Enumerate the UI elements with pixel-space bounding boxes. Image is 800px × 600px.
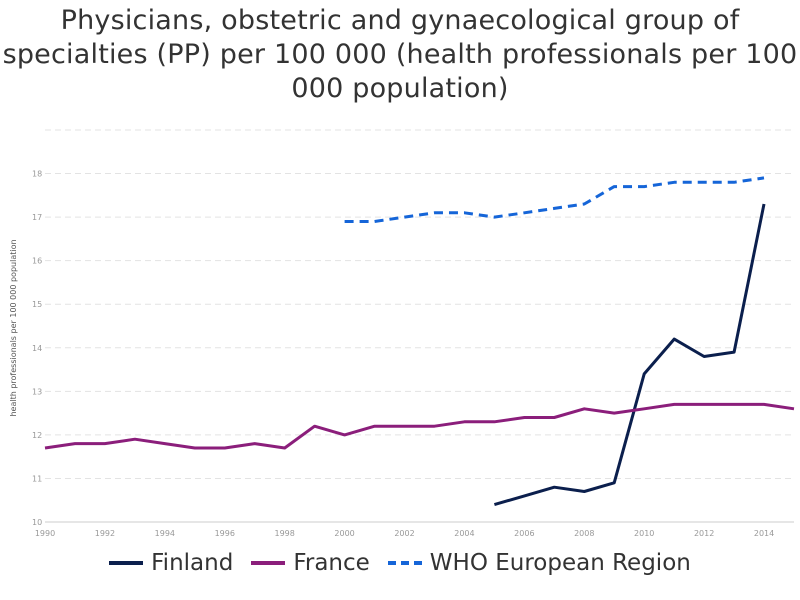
- x-tick-label: 2014: [754, 529, 774, 538]
- y-tick-label: 12: [32, 431, 42, 440]
- y-tick-label: 10: [32, 518, 42, 527]
- y-tick-label: 14: [32, 344, 42, 353]
- x-tick-label: 2012: [694, 529, 714, 538]
- legend-swatch: [109, 561, 144, 565]
- legend-item[interactable]: France: [251, 550, 370, 576]
- axes: 10 11 12 13 14 15 16 17 18 1990 1992 1994 1996 1998 20…: [32, 170, 794, 538]
- legend-label: France: [293, 550, 370, 576]
- x-tick-label: 1998: [275, 529, 295, 538]
- series-lines: [44, 176, 795, 507]
- legend-label: WHO European Region: [429, 550, 691, 576]
- y-tick-label: 15: [32, 300, 42, 309]
- y-axis-label: health professionals per 100 000 populat…: [9, 239, 18, 416]
- y-tick-label: 13: [32, 387, 42, 396]
- series-line-finland: [493, 203, 766, 507]
- gridlines: [45, 129, 794, 523]
- legend-swatch: [251, 561, 286, 565]
- legend-item[interactable]: WHO European Region: [387, 550, 691, 576]
- legend-item[interactable]: Finland: [109, 550, 233, 576]
- y-tick-label: 18: [32, 170, 42, 179]
- x-tick-label: 1996: [215, 529, 235, 538]
- x-tick-label: 2010: [634, 529, 654, 538]
- y-tick-label: 17: [32, 213, 42, 222]
- x-tick-label: 2004: [454, 529, 474, 538]
- series-line-who-european-region: [344, 176, 765, 223]
- x-tick-label: 1990: [35, 529, 55, 538]
- chart-title: Physicians, obstetric and gynaecological…: [2, 5, 798, 104]
- x-tick-label: 2002: [394, 529, 414, 538]
- y-tick-label: 11: [32, 474, 42, 483]
- legend: Finland France WHO European Region: [0, 550, 800, 576]
- legend-swatch: [387, 561, 422, 565]
- series-line-france: [44, 402, 795, 450]
- y-tick-label: 16: [32, 257, 42, 266]
- x-tick-label: 1992: [95, 529, 115, 538]
- x-tick-label: 2006: [514, 529, 534, 538]
- x-tick-label: 1994: [155, 529, 175, 538]
- x-tick-label: 2008: [574, 529, 594, 538]
- legend-label: Finland: [151, 550, 234, 576]
- x-tick-label: 2000: [334, 529, 354, 538]
